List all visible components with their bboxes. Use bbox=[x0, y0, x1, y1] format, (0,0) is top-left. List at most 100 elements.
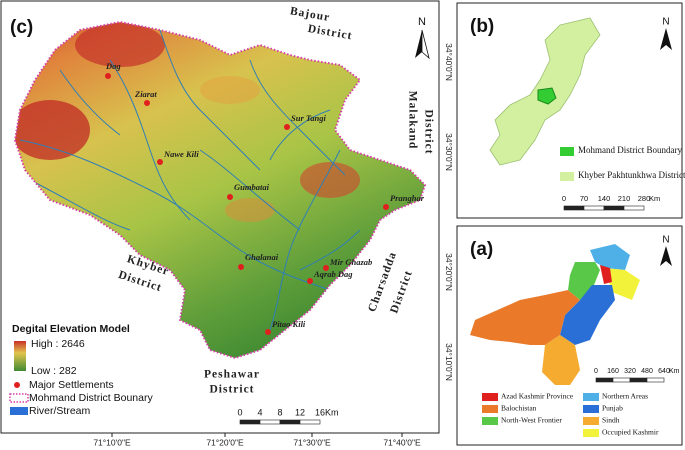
settlement-dot bbox=[323, 265, 329, 271]
nwfp bbox=[568, 262, 600, 300]
scale-label: 12 bbox=[295, 407, 305, 417]
settlement-dot bbox=[307, 278, 313, 284]
panel-label: (c) bbox=[10, 17, 33, 38]
scale-unit: Km bbox=[325, 407, 339, 417]
legend-swatch bbox=[583, 405, 599, 413]
settlement-label: Sur Tangi bbox=[291, 113, 327, 123]
balochistan bbox=[470, 290, 580, 345]
legend-item: Sindh bbox=[602, 416, 620, 425]
legend: Degital Elevation Model High : 2646 Low … bbox=[9, 323, 153, 417]
sindh bbox=[542, 335, 580, 385]
lon-label: 71°30'0"E bbox=[293, 437, 331, 447]
settlement-label: Ghalanai bbox=[245, 252, 279, 262]
scale-label: 480 bbox=[641, 368, 653, 375]
rivers bbox=[19, 29, 361, 331]
azad-kashmir bbox=[600, 265, 612, 284]
lat-label: 34°40'0"N bbox=[444, 43, 454, 81]
settlement-label: Pitao Kili bbox=[272, 319, 306, 329]
scale-label: 280 bbox=[638, 194, 651, 203]
north-label: N bbox=[662, 17, 669, 28]
scale-label: 210 bbox=[618, 194, 631, 203]
scale-label: 160 bbox=[607, 368, 619, 375]
scale-segment bbox=[563, 205, 585, 211]
settlement-dot bbox=[105, 73, 111, 79]
settlement-label: Gumbatai bbox=[234, 182, 270, 192]
scale-segment bbox=[239, 419, 261, 425]
scale-label: 140 bbox=[598, 194, 611, 203]
scale-label: 0 bbox=[237, 407, 242, 417]
legend-title: Degital Elevation Model bbox=[12, 323, 130, 335]
legend-item: Northern Areas bbox=[602, 392, 648, 401]
settlement-label: Nawe Kili bbox=[163, 149, 199, 159]
scale-segment bbox=[595, 377, 614, 383]
scale-segment bbox=[629, 377, 648, 383]
north-arrow: N bbox=[415, 16, 430, 60]
scale-unit: Km bbox=[649, 194, 660, 203]
legend-settlements: Major Settlements bbox=[29, 379, 114, 391]
lat-label: 34°20'0"N bbox=[444, 253, 454, 291]
settlement-dot bbox=[383, 204, 389, 210]
lat-label: 34°30'0"N bbox=[444, 133, 454, 171]
settlement-label: Pranghar bbox=[390, 193, 425, 203]
inset-kp: (b) N Mohmand District Boundary Khyber P… bbox=[456, 2, 685, 219]
settlement-label: Dag bbox=[105, 61, 121, 71]
scale-unit: Km bbox=[669, 368, 680, 375]
legend-boundary: Mohmand District Bounary bbox=[29, 392, 153, 404]
legend-item: Punjab bbox=[602, 404, 623, 413]
legend-low: Low : 282 bbox=[31, 365, 77, 377]
scale-label: 70 bbox=[580, 194, 588, 203]
scale-segment bbox=[583, 205, 605, 211]
punjab bbox=[560, 285, 615, 345]
lon-label: 71°40'0"E bbox=[383, 437, 421, 447]
legend-swatch bbox=[583, 393, 599, 401]
panel-label: (a) bbox=[470, 239, 493, 260]
longitude-labels: 71°10'0"E 71°20'0"E 71°30'0"E 71°40'0"E bbox=[93, 433, 421, 447]
legend-item: Occupied Kashmir bbox=[602, 428, 659, 437]
scale-segment bbox=[279, 419, 301, 425]
scale-bar: 0 160 320 480 640 Km bbox=[594, 368, 680, 383]
lat-label: 34°10'0"N bbox=[444, 343, 454, 381]
scale-segment bbox=[603, 205, 625, 211]
legend-swatch bbox=[482, 393, 498, 401]
scale-segment bbox=[612, 377, 631, 383]
mohmand bbox=[537, 87, 557, 105]
occupied-kashmir bbox=[605, 268, 640, 300]
settlement-dot bbox=[227, 194, 233, 200]
district-label: Peshawar bbox=[204, 369, 260, 381]
settlement-label: Ziarat bbox=[134, 89, 157, 99]
scale-segment bbox=[623, 205, 645, 211]
legend-swatch bbox=[583, 417, 599, 425]
settlement-label: Aqrab Dag bbox=[313, 269, 353, 279]
north-label: N bbox=[662, 235, 669, 246]
latitude-labels: 34°40'0"N 34°30'0"N 34°20'0"N 34°10'0"N bbox=[444, 43, 454, 381]
legend-swatch bbox=[482, 417, 498, 425]
scale-label: 4 bbox=[257, 407, 262, 417]
scale-label: 16 bbox=[315, 407, 325, 417]
legend-item: Khyber Pakhtunkhwa Districts Boundary bbox=[578, 170, 685, 180]
legend-item: Mohmand District Boundary bbox=[578, 145, 682, 155]
legend-item: Balochistan bbox=[501, 404, 537, 413]
district-label: District bbox=[422, 109, 434, 154]
lon-label: 71°10'0"E bbox=[93, 437, 131, 447]
inset-pakistan: (a) N Azad Kashmir Province Balochistan No… bbox=[456, 225, 683, 446]
main-map: (c) N Dag Ziarat Sur Tangi Nawe Kili Gumbata… bbox=[0, 0, 440, 434]
scale-label: 0 bbox=[594, 368, 598, 375]
settlements: Dag Ziarat Sur Tangi Nawe Kili Gumbatai Prang… bbox=[105, 61, 425, 335]
scale-bar: 0 4 8 12 16 Km bbox=[237, 407, 339, 425]
scale-segment bbox=[259, 419, 281, 425]
legend-item: Azad Kashmir Province bbox=[501, 392, 574, 401]
settlement-dot bbox=[265, 329, 271, 335]
scale-label: 0 bbox=[562, 194, 566, 203]
scale-segment bbox=[646, 377, 665, 383]
settlement-dot bbox=[284, 124, 290, 130]
scale-label: 8 bbox=[277, 407, 282, 417]
settlement-dot bbox=[157, 159, 163, 165]
legend-river: River/Stream bbox=[29, 405, 91, 417]
settlement-dot bbox=[144, 100, 150, 106]
scale-label: 640 bbox=[658, 368, 670, 375]
settlement-label: Mir Ghazab bbox=[329, 257, 372, 267]
district-label: District bbox=[209, 384, 254, 396]
northern-areas bbox=[590, 244, 630, 270]
